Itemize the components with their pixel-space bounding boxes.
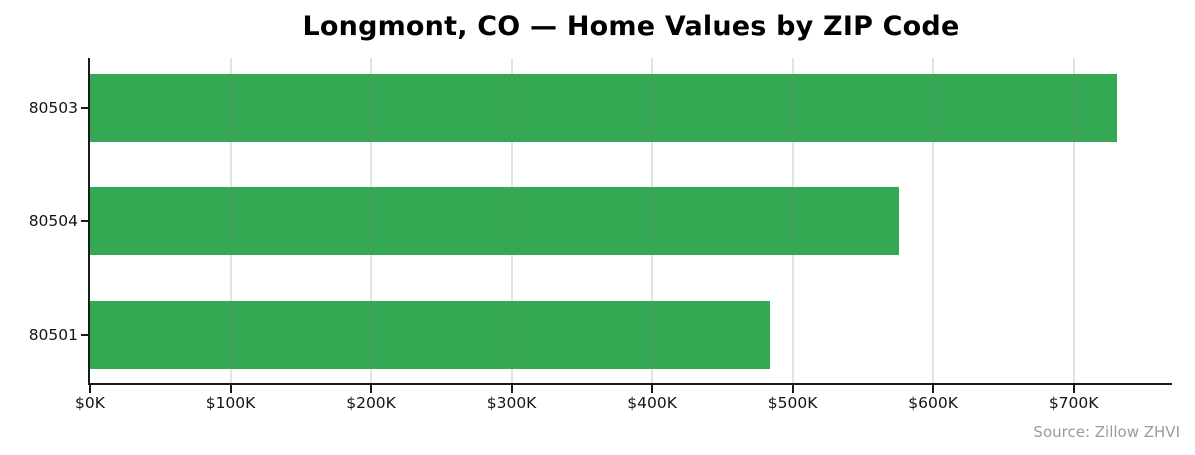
x-tick-mark [1072,385,1075,393]
x-axis-spine [88,383,1172,385]
x-tick-mark [932,385,935,393]
x-tick-label: $200K [346,394,396,412]
y-tick-label-80501: 80501 [28,325,78,344]
y-tick-label-80503: 80503 [28,98,78,117]
gridline [510,58,513,385]
gridline [370,58,373,385]
x-tick-mark [229,385,232,393]
x-tick-label: $400K [627,394,677,412]
bar-80503 [90,73,1118,142]
x-tick-label: $700K [1048,394,1099,412]
y-tick-mark [81,220,90,222]
x-tick-label: $100K [205,394,256,412]
y-tick-label-80504: 80504 [28,212,78,230]
gridline [229,58,232,385]
x-tick-label: $0K [75,394,105,412]
x-tick-mark [510,385,513,393]
x-tick-mark [370,385,373,393]
y-tick-mark [81,333,90,336]
x-tick-mark [651,385,654,393]
gridline [1072,58,1075,385]
plot-area [88,58,1172,385]
x-tick-label: $500K [767,394,818,412]
gridline [651,58,654,385]
x-tick-label: $300K [486,394,537,412]
x-tick-mark [89,385,91,393]
source-note: Source: Zillow ZHVI [1033,423,1180,441]
chart-title: Longmont, CO — Home Values by ZIP Code [302,11,960,42]
x-tick-mark [791,385,794,393]
bar-80504 [90,187,900,255]
gridline [791,58,794,385]
bar-80501 [90,300,771,369]
x-tick-label: $600K [908,394,958,412]
y-tick-mark [81,106,90,109]
gridline [932,58,935,385]
